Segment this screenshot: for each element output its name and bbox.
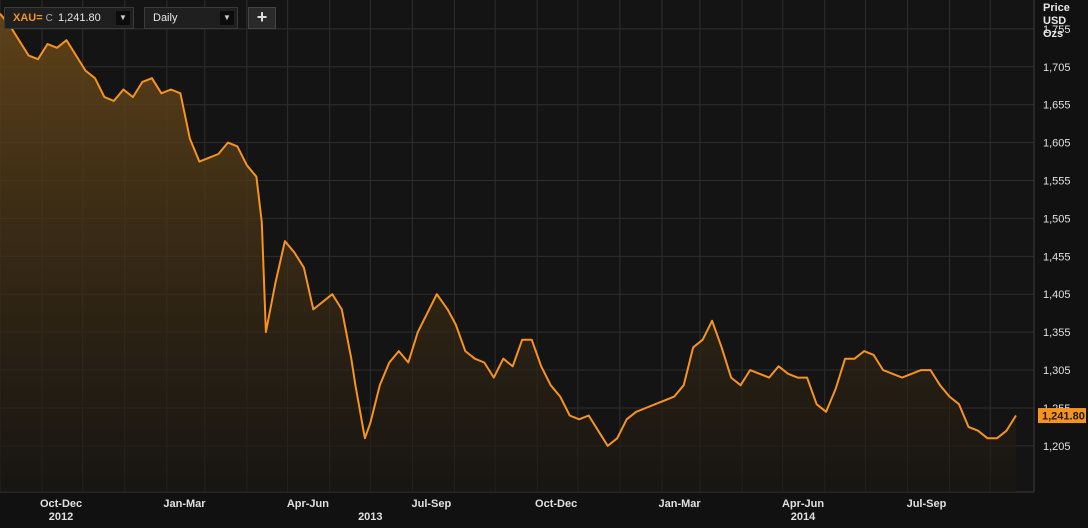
x-year-label: 2013 [358, 511, 382, 523]
y-tick-label: 1,705 [1043, 62, 1071, 74]
x-tick-label: Jul-Sep [411, 498, 451, 510]
triangle-down-icon[interactable]: ▼ [220, 11, 234, 25]
symbol-value: 1,241.80 [57, 12, 101, 24]
y-tick-label: 1,205 [1043, 441, 1071, 453]
x-tick-label: Apr-Jun [782, 498, 824, 510]
x-tick-label: Jan-Mar [659, 498, 702, 510]
y-tick-label: 1,555 [1043, 176, 1071, 188]
y-tick-label: 1,455 [1043, 251, 1071, 263]
symbol-selector[interactable]: XAU= C 1,241.80 ▼ [4, 7, 134, 29]
triangle-down-icon[interactable]: ▼ [116, 11, 130, 25]
interval-selector[interactable]: Daily ▼ [144, 7, 238, 29]
y-axis-title-line-3: Ozs [1043, 28, 1063, 40]
price-series-line [0, 13, 1017, 447]
y-tick-label: 1,605 [1043, 138, 1071, 150]
x-tick-label: Oct-Dec [40, 498, 82, 510]
x-tick-label: Jul-Sep [907, 498, 947, 510]
y-tick-label: 1,655 [1043, 100, 1071, 112]
x-axis: Oct-Dec Jan-Mar Apr-Jun Jul-Sep Oct-Dec Jan-M… [40, 498, 947, 523]
last-value-label: 1,241.80 [1042, 411, 1085, 423]
x-year-label: 2014 [791, 511, 816, 523]
add-button[interactable]: + [248, 7, 276, 29]
toolbar: XAU= C 1,241.80 ▼ Daily ▼ + [0, 0, 1030, 36]
last-value-background [1038, 408, 1086, 424]
price-area-fill [0, 13, 1016, 492]
y-tick-label: 1,505 [1043, 213, 1071, 225]
y-axis-title-line-1: Price [1043, 2, 1070, 14]
interval-value: Daily [153, 12, 178, 24]
y-tick-label: 1,405 [1043, 289, 1071, 301]
x-tick-label: Jan-Mar [163, 498, 206, 510]
last-value-marker: 1,241.80 [1038, 408, 1086, 424]
y-tick-label: 1,305 [1043, 365, 1071, 377]
y-axis: 1,2051,2551,3051,3551,4051,4551,5051,555… [1043, 24, 1071, 453]
y-tick-label: 1,355 [1043, 327, 1071, 339]
x-tick-label: Apr-Jun [287, 498, 329, 510]
y-tick-label: 1,755 [1043, 24, 1071, 36]
symbol-code: XAU= [13, 12, 43, 24]
symbol-flag: C [45, 13, 53, 24]
x-tick-label: Oct-Dec [535, 498, 577, 510]
y-axis-title-line-2: USD [1043, 15, 1066, 27]
x-year-label: 2012 [49, 511, 73, 523]
